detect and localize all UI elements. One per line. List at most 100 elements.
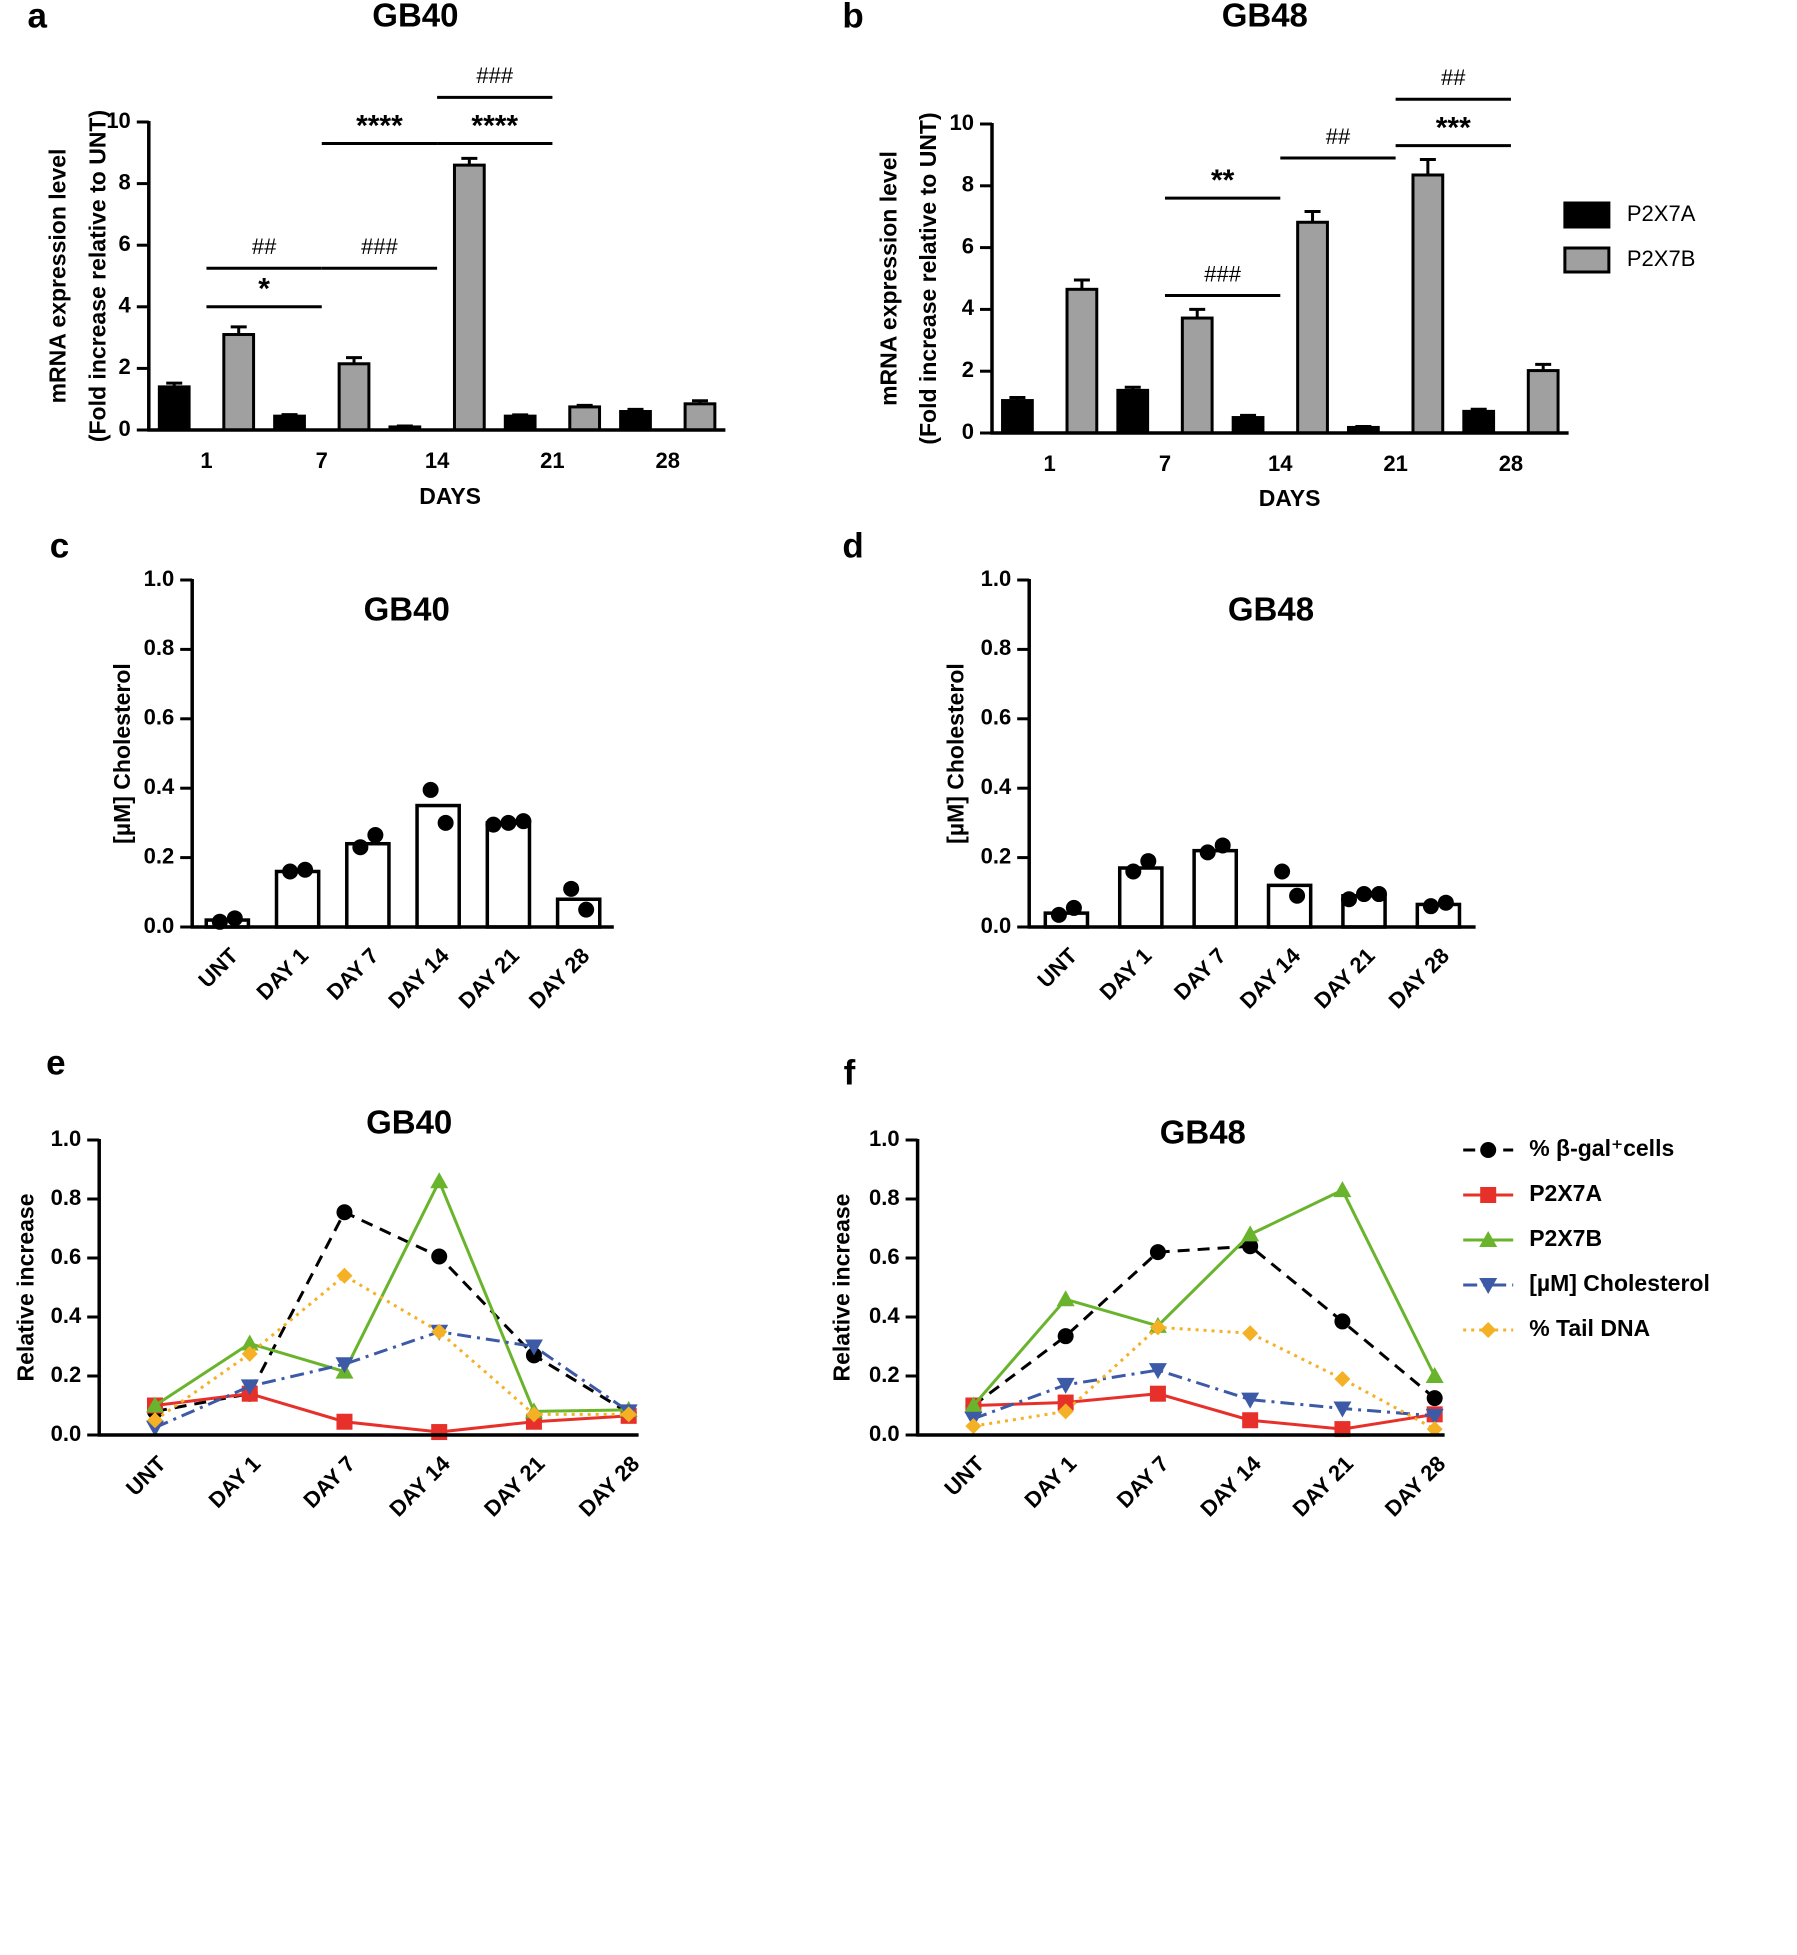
y-tick-label: 0	[962, 419, 974, 444]
x-tick-label: 21	[1383, 451, 1407, 476]
data-point	[297, 861, 314, 878]
x-tick-label: DAY 7	[1112, 1451, 1174, 1513]
series-line	[154, 1273, 629, 1422]
x-tick-label: DAY 14	[383, 942, 454, 1013]
marker	[965, 1418, 982, 1435]
significance-label: ###	[476, 63, 513, 88]
data-point	[1274, 863, 1291, 880]
panel-label: b	[842, 0, 863, 35]
panel-label: d	[842, 526, 863, 565]
data-point	[563, 880, 580, 897]
data-point	[578, 901, 595, 918]
legend-swatch	[1563, 201, 1611, 229]
marker	[1242, 1238, 1259, 1255]
x-tick-label: DAY 7	[1169, 943, 1231, 1005]
data-point	[1125, 863, 1142, 880]
marker	[1242, 1325, 1259, 1342]
x-tick-label: 7	[1159, 451, 1171, 476]
y-tick-label: 1.0	[51, 1126, 82, 1151]
data-point	[1356, 886, 1372, 903]
marker	[147, 1412, 163, 1429]
panel-label: a	[27, 0, 47, 35]
y-tick-label: 0.0	[51, 1421, 82, 1446]
y-tick-label: 2	[119, 354, 131, 379]
y-tick-label: 10	[950, 110, 974, 135]
data-point	[352, 839, 369, 856]
series-line	[972, 1188, 1437, 1407]
marker	[620, 1406, 637, 1423]
y-tick-label: 10	[106, 108, 130, 133]
bar	[157, 385, 191, 432]
marker	[1149, 1385, 1166, 1402]
marker	[1149, 1244, 1166, 1261]
significance-label: ##	[1326, 124, 1351, 149]
chart-title: GB40	[366, 1104, 452, 1141]
bar	[568, 405, 602, 432]
x-tick-label: DAY 28	[1384, 943, 1454, 1013]
y-axis-label: Relative increase	[12, 1194, 38, 1382]
data-point	[1140, 853, 1157, 870]
y-axis-label: Relative increase	[828, 1194, 854, 1382]
marker	[1334, 1370, 1351, 1387]
marker	[336, 1413, 353, 1430]
y-tick-label: 0.4	[51, 1303, 82, 1328]
marker	[431, 1424, 448, 1441]
data-point	[1214, 837, 1231, 854]
significance-label: ##	[252, 234, 277, 259]
y-tick-label: 0.6	[51, 1244, 82, 1269]
marker	[1057, 1394, 1074, 1411]
data-point	[1199, 844, 1216, 861]
data-point	[437, 814, 454, 831]
bar	[485, 821, 532, 929]
marker	[524, 1339, 543, 1356]
significance-label: **	[1211, 164, 1235, 197]
y-tick-label: 0.8	[144, 635, 175, 660]
series-line	[154, 1177, 629, 1413]
x-tick-label: DAY 7	[298, 1451, 360, 1513]
panel-label: e	[46, 1043, 65, 1082]
y-tick-label: 0.4	[144, 774, 175, 799]
x-tick-label: DAY 1	[251, 943, 313, 1005]
bar	[555, 897, 602, 929]
data-point	[282, 863, 299, 880]
series-line	[973, 1392, 1435, 1431]
y-axis-label: mRNA expression level	[875, 151, 901, 406]
marker	[1056, 1290, 1075, 1307]
x-tick-label: DAY 1	[204, 1451, 266, 1513]
marker	[964, 1396, 983, 1413]
x-tick-label: DAY 7	[322, 943, 384, 1005]
x-tick-label: UNT	[121, 1451, 171, 1501]
marker	[335, 1357, 354, 1374]
x-tick-label: DAY 14	[384, 1450, 455, 1521]
series-line	[154, 1392, 629, 1434]
chart-title: GB48	[1160, 1114, 1246, 1151]
significance-label: ###	[1204, 261, 1241, 286]
bar	[1180, 316, 1214, 435]
bar	[222, 333, 256, 432]
legend-label: [µM] Cholesterol	[1529, 1270, 1710, 1296]
marker	[1333, 1401, 1352, 1418]
significance-label: ****	[356, 109, 403, 142]
x-tick-label: DAY 21	[479, 1451, 549, 1521]
x-tick-label: DAY 28	[574, 1451, 644, 1521]
legend-label: % Tail DNA	[1529, 1315, 1650, 1341]
bar	[337, 362, 371, 432]
marker	[431, 1323, 448, 1340]
y-tick-label: 1.0	[981, 566, 1012, 591]
bar	[1192, 848, 1239, 929]
chart-title: GB40	[372, 0, 458, 34]
marker	[1333, 1181, 1352, 1198]
significance-label: ***	[1436, 112, 1471, 145]
significance-label: *	[258, 273, 270, 306]
legend-marker	[1479, 1278, 1498, 1294]
y-tick-label: 0.0	[869, 1421, 900, 1446]
data-point	[1371, 886, 1387, 903]
data-point	[1422, 898, 1439, 915]
marker	[1241, 1225, 1260, 1242]
x-tick-label: 14	[1268, 451, 1293, 476]
marker	[431, 1248, 448, 1265]
y-tick-label: 8	[119, 169, 131, 194]
y-tick-label: 4	[119, 293, 132, 318]
bar	[1266, 883, 1313, 929]
